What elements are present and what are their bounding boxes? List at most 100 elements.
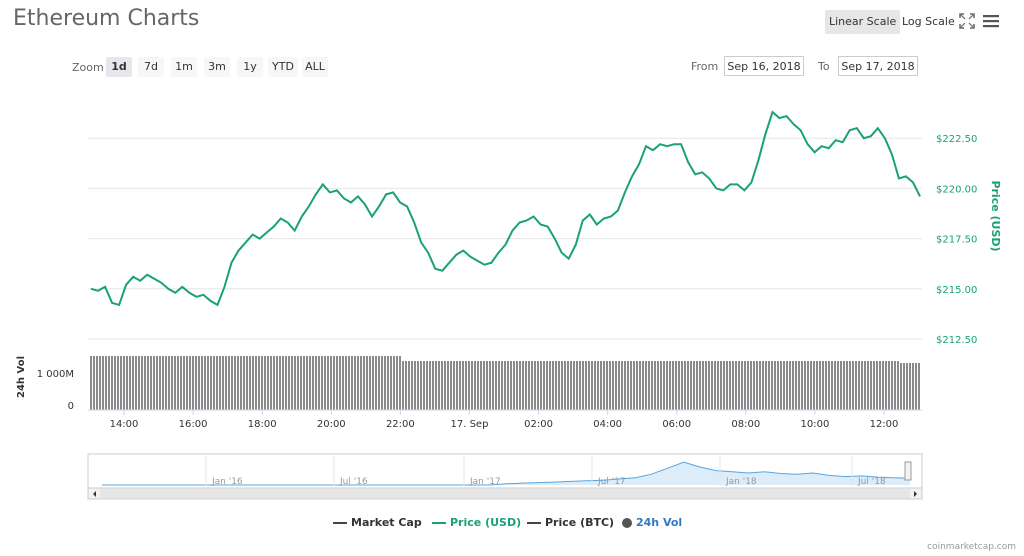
zoom-1d-button[interactable]: 1d [106, 57, 132, 77]
navigator-handle[interactable] [904, 461, 912, 481]
volume-bar [474, 361, 476, 410]
volume-bar [411, 361, 413, 410]
volume-bar [867, 361, 869, 410]
volume-bar [393, 356, 395, 410]
volume-bar [477, 361, 479, 410]
volume-bar [558, 361, 560, 410]
legend-price-usd[interactable]: Price (USD) [432, 516, 521, 529]
scroll-left-icon[interactable] [93, 491, 96, 497]
volume-bar [270, 356, 272, 410]
volume-bar [819, 361, 821, 410]
zoom-all-button[interactable]: ALL [302, 57, 328, 77]
volume-bar [369, 356, 371, 410]
time-tick-label: 06:00 [662, 419, 691, 430]
volume-bar [894, 361, 896, 410]
volume-bar [576, 361, 578, 410]
volume-bar [690, 361, 692, 410]
volume-bar [297, 356, 299, 410]
volume-bar [102, 356, 104, 410]
volume-bar [615, 361, 617, 410]
volume-bar [447, 361, 449, 410]
volume-bar [462, 361, 464, 410]
legend-line-icon [432, 522, 446, 524]
volume-bar [129, 356, 131, 410]
volume-bar [429, 361, 431, 410]
volume-bar [798, 361, 800, 410]
legend-market-cap[interactable]: Market Cap [333, 516, 422, 529]
navigator-area [102, 462, 910, 485]
linear-scale-button[interactable]: Linear Scale [825, 10, 901, 34]
navigator-labels: Jan '16 Jul '16 Jan '17 Jul '17 Jan '18 Jul '… [205, 456, 886, 487]
volume-bar [789, 361, 791, 410]
from-date-input[interactable]: Sep 16, 2018 [724, 56, 804, 76]
volume-bar [648, 361, 650, 410]
volume-bar [375, 356, 377, 410]
volume-bar [840, 361, 842, 410]
scrollbar-thumb[interactable] [100, 489, 910, 498]
volume-bar [195, 356, 197, 410]
volume-bar [666, 361, 668, 410]
volume-bar [504, 361, 506, 410]
menu-icon[interactable] [982, 12, 1000, 30]
volume-bar [903, 363, 905, 410]
volume-bar [252, 356, 254, 410]
volume-bar [753, 361, 755, 410]
volume-bar [372, 356, 374, 410]
zoom-7d-button[interactable]: 7d [138, 57, 164, 77]
time-tick-label: 17. Sep [450, 419, 488, 430]
volume-bar [507, 361, 509, 410]
volume-bar [918, 363, 920, 410]
scroll-right-icon[interactable] [914, 491, 917, 497]
volume-bar [786, 361, 788, 410]
volume-bar [438, 361, 440, 410]
volume-bar [549, 361, 551, 410]
volume-bar [534, 361, 536, 410]
volume-bar [651, 361, 653, 410]
fullscreen-icon[interactable] [958, 12, 976, 30]
volume-bar [276, 356, 278, 410]
legend-line-icon [333, 522, 347, 524]
volume-bar [594, 361, 596, 410]
zoom-1y-button[interactable]: 1y [237, 57, 263, 77]
volume-bar [459, 361, 461, 410]
volume-bar [909, 363, 911, 410]
volume-bar [255, 356, 257, 410]
legend-24h-vol[interactable]: 24h Vol [622, 516, 682, 529]
volume-bar [336, 356, 338, 410]
volume-bar [480, 361, 482, 410]
zoom-3m-button[interactable]: 3m [204, 57, 230, 77]
volume-bar [837, 361, 839, 410]
volume-bar [318, 356, 320, 410]
volume-bar [672, 361, 674, 410]
volume-bar [420, 361, 422, 410]
volume-bar [165, 356, 167, 410]
zoom-ytd-button[interactable]: YTD [268, 57, 298, 77]
volume-bar [123, 356, 125, 410]
volume-bar [327, 356, 329, 410]
time-tick-label: 22:00 [386, 419, 415, 430]
time-tick-label: 18:00 [248, 419, 277, 430]
volume-bar [432, 361, 434, 410]
volume-bar [600, 361, 602, 410]
volume-bar [561, 361, 563, 410]
legend-price-btc[interactable]: Price (BTC) [527, 516, 614, 529]
volume-bar [321, 356, 323, 410]
to-date-input[interactable]: Sep 17, 2018 [838, 56, 918, 76]
volume-bar [198, 356, 200, 410]
volume-bar [243, 356, 245, 410]
volume-bar [804, 361, 806, 410]
volume-bar [468, 361, 470, 410]
volume-bar [843, 361, 845, 410]
log-scale-button[interactable]: Log Scale [902, 15, 955, 28]
volume-bar [675, 361, 677, 410]
volume-bar [105, 356, 107, 410]
volume-bar [741, 361, 743, 410]
volume-bar [711, 361, 713, 410]
volume-bar [813, 361, 815, 410]
from-label: From [691, 60, 719, 73]
price-tick-label: $220.00 [936, 184, 977, 195]
time-tick-label: 14:00 [110, 419, 139, 430]
volume-bar [630, 361, 632, 410]
zoom-1m-button[interactable]: 1m [171, 57, 197, 77]
volume-bar [147, 356, 149, 410]
